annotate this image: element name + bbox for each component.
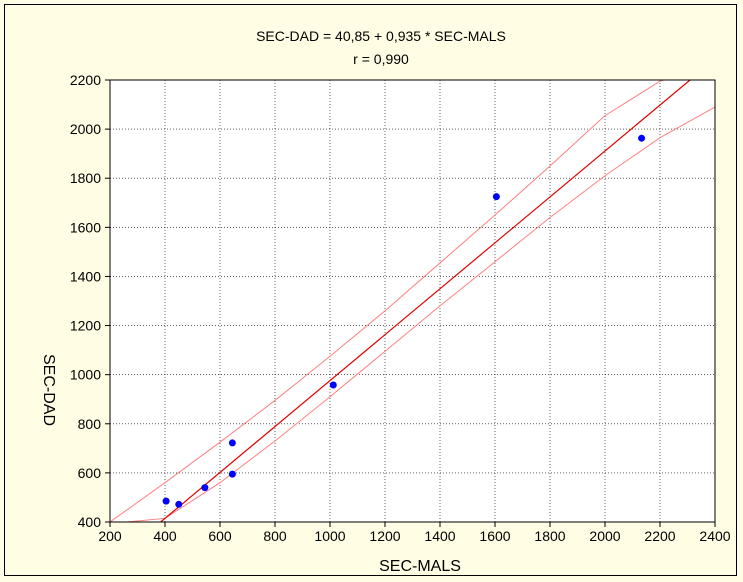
- y-tick-label: 2200: [70, 72, 101, 88]
- x-tick-label: 2000: [589, 528, 620, 544]
- y-tick-label: 400: [78, 514, 102, 530]
- y-tick-label: 1800: [70, 170, 101, 186]
- regression-line: [160, 80, 691, 522]
- y-tick-label: 2000: [70, 121, 101, 137]
- y-tick-label: 1000: [70, 367, 101, 383]
- plot-border: [109, 79, 716, 523]
- x-tick-label: 400: [153, 528, 177, 544]
- x-axis-label: SEC-MALS: [379, 558, 461, 575]
- data-points: [162, 134, 646, 508]
- y-axis-ticks: 400 600 800 1000 1200 1400 1600 1800 2000 2200: [70, 72, 110, 530]
- data-point: [201, 484, 209, 492]
- x-tick-label: 1600: [479, 528, 510, 544]
- data-point: [329, 381, 337, 389]
- y-tick-label: 800: [78, 416, 102, 432]
- x-tick-label: 1400: [424, 528, 455, 544]
- confidence-band: [110, 80, 715, 522]
- grid: [110, 80, 715, 522]
- y-tick-label: 1200: [70, 318, 101, 334]
- x-tick-label: 600: [208, 528, 232, 544]
- chart-title: SEC-DAD = 40,85 + 0,935 * SEC-MALS: [256, 28, 506, 44]
- chart-subtitle: r = 0,990: [353, 51, 409, 67]
- y-tick-label: 1600: [70, 219, 101, 235]
- regression-line-group: [160, 80, 691, 522]
- data-point: [492, 193, 500, 201]
- x-tick-label: 200: [98, 528, 122, 544]
- x-axis-ticks: 200 400 600 800 1000 1200 1400 1600 1800 2000 2200…: [98, 522, 731, 544]
- x-tick-label: 1200: [369, 528, 400, 544]
- confidence-line-upper: [110, 80, 666, 522]
- y-tick-label: 1400: [70, 268, 101, 284]
- x-tick-label: 2200: [644, 528, 675, 544]
- data-point: [175, 500, 183, 508]
- y-axis-label: SEC-DAD: [40, 354, 57, 426]
- x-tick-label: 2400: [699, 528, 730, 544]
- data-point: [228, 439, 236, 447]
- confidence-line-lower: [126, 106, 715, 522]
- data-point: [228, 470, 236, 478]
- plot-area: [110, 80, 715, 522]
- data-point: [638, 134, 646, 142]
- data-point: [162, 497, 170, 505]
- y-tick-label: 600: [78, 465, 102, 481]
- figure-border: [4, 4, 737, 576]
- x-tick-label: 800: [263, 528, 287, 544]
- x-tick-label: 1800: [534, 528, 565, 544]
- x-tick-label: 1000: [314, 528, 345, 544]
